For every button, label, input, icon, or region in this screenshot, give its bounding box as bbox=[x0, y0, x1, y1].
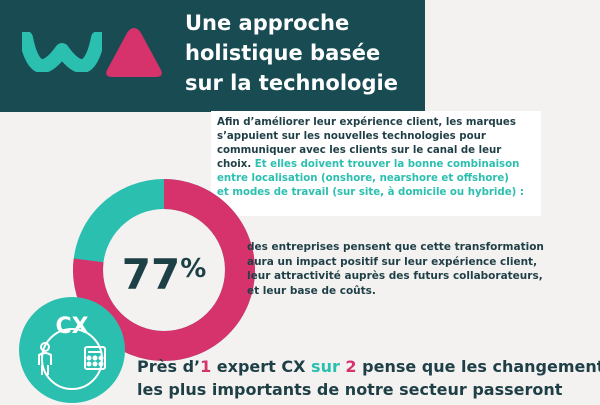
title-line: sur la technologie bbox=[185, 71, 398, 95]
stat-value: 77 bbox=[121, 250, 181, 299]
cx-label: CX bbox=[55, 314, 88, 339]
expert-number: 2 bbox=[339, 357, 357, 376]
title-line: holistique basée bbox=[185, 41, 381, 65]
header-banner: Une approche holistique basée sur la tec… bbox=[0, 0, 425, 112]
page-title: Une approche holistique basée sur la tec… bbox=[185, 8, 421, 98]
intro-highlight: Et elles doivent trouver la bonne combin… bbox=[254, 159, 520, 170]
stat-line: et leur base de coûts. bbox=[247, 284, 376, 297]
expert-text: expert CX bbox=[211, 357, 312, 376]
intro-highlight: et modes de travail (sur site, à domicil… bbox=[217, 187, 524, 198]
expert-text: pense que les changements bbox=[356, 357, 600, 376]
title-line: Une approche bbox=[185, 11, 350, 35]
expert-statement: Près d’1 expert CX sur 2 pense que les c… bbox=[137, 355, 600, 401]
stat-line: aura un impact positif sur leur expérien… bbox=[247, 255, 538, 268]
stat-line: leur attractivité auprès des futurs coll… bbox=[247, 270, 543, 282]
person-icon bbox=[38, 342, 52, 375]
intro-line: Afin d’améliorer leur expérience client,… bbox=[217, 117, 516, 128]
logo-triangle-icon bbox=[106, 28, 162, 77]
stat-unit: % bbox=[180, 254, 207, 284]
percentage-donut bbox=[73, 179, 255, 361]
expert-word-sur: sur bbox=[311, 357, 340, 376]
calculator-icon bbox=[84, 346, 106, 370]
intro-line: s’appuient sur les nouvelles technologie… bbox=[217, 131, 486, 142]
stat-percentage: 77% bbox=[113, 244, 215, 300]
logo-w-icon bbox=[22, 32, 102, 72]
donut-fill bbox=[73, 179, 255, 361]
expert-number: 1 bbox=[200, 357, 212, 376]
intro-panel bbox=[211, 111, 541, 216]
intro-text-plain: choix. bbox=[217, 159, 252, 170]
intro-line: communiquer avec les clients sur le cana… bbox=[217, 145, 502, 156]
stat-description: des entreprises pensent que cette transf… bbox=[247, 240, 567, 298]
intro-highlight: entre localisation (onshore, nearshore e… bbox=[217, 173, 509, 184]
cx-badge-icon: CX bbox=[19, 297, 125, 403]
expert-line: Près d’1 expert CX sur 2 pense que les c… bbox=[137, 355, 600, 378]
intro-line: choix. Et elles doivent trouver la bonne… bbox=[217, 158, 539, 172]
expert-text: Près d’ bbox=[137, 357, 201, 376]
intro-text: Afin d’améliorer leur expérience client,… bbox=[217, 116, 539, 200]
expert-line: les plus importants de notre secteur pas… bbox=[137, 380, 563, 399]
stat-line: des entreprises pensent que cette transf… bbox=[247, 241, 544, 253]
